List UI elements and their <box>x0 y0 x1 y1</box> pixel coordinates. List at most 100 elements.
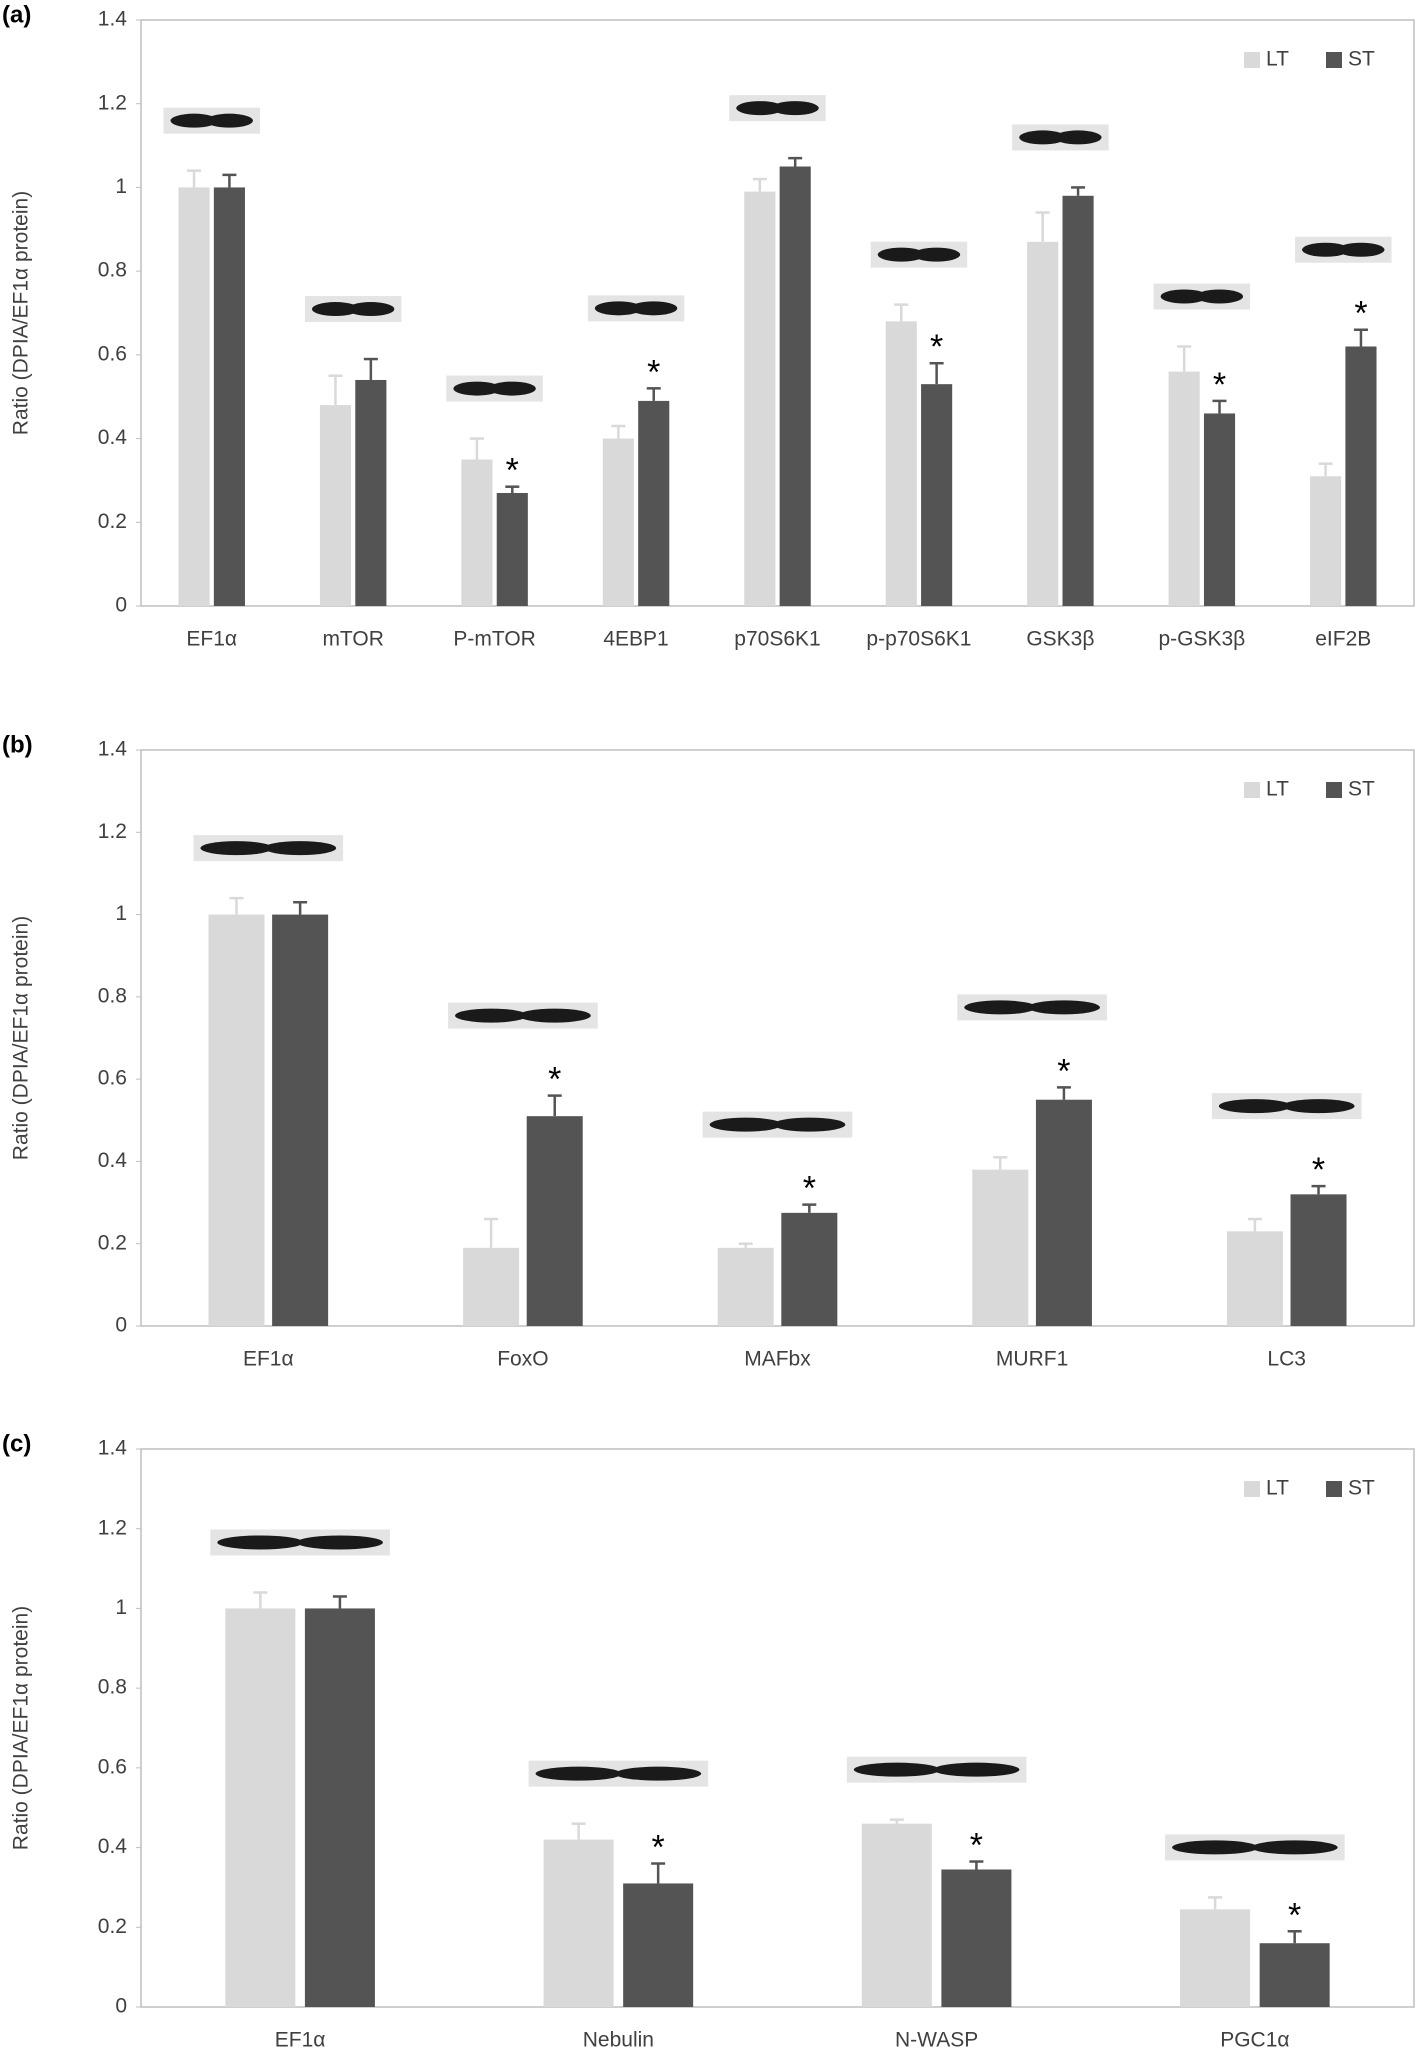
bar <box>1290 1194 1347 1326</box>
bar <box>623 1883 694 2007</box>
x-tick-label: EF1α <box>275 2029 326 2052</box>
error-bar <box>328 374 343 406</box>
blot-image <box>1153 283 1251 310</box>
bar <box>885 321 917 606</box>
bar <box>717 1247 774 1326</box>
bar <box>1345 346 1377 606</box>
bar <box>304 1608 375 2007</box>
bar <box>543 1839 614 2007</box>
blot-band <box>736 101 784 116</box>
blot-image <box>1295 236 1392 263</box>
blot-band <box>455 1008 528 1023</box>
bar <box>225 1608 296 2007</box>
x-tick-label: PGC1α <box>1220 2029 1289 2052</box>
error-bar <box>646 387 661 401</box>
bar <box>208 914 265 1326</box>
y-tick-label: 0 <box>115 1314 127 1337</box>
blot-image <box>446 375 543 402</box>
blot-image <box>1211 1093 1362 1120</box>
panel-label: (a) <box>2 1 31 28</box>
y-tick-label: 1.4 <box>98 738 128 761</box>
x-tick-label: P-mTOR <box>453 628 535 651</box>
blot-image <box>1165 1834 1345 1861</box>
blot-band <box>1195 289 1244 304</box>
blot-image <box>1012 124 1109 151</box>
significance-marker: * <box>1057 1052 1070 1090</box>
bar <box>1168 371 1200 606</box>
error-bar <box>738 1242 753 1248</box>
bar <box>779 166 811 606</box>
y-axis-label: Ratio (DPIA/EF1α protein) <box>10 916 33 1160</box>
blot-band <box>773 1117 846 1132</box>
bar <box>921 384 953 606</box>
blot-image <box>957 994 1107 1021</box>
blot-band <box>453 381 501 396</box>
bar <box>638 400 670 606</box>
bar <box>1027 241 1059 607</box>
blot-band <box>1019 130 1067 145</box>
blot-band <box>347 302 395 317</box>
legend-swatch <box>1326 1481 1342 1497</box>
bar <box>861 1823 932 2007</box>
blot-image <box>729 95 826 122</box>
legend-label: ST <box>1348 1477 1375 1500</box>
y-tick-label: 0.4 <box>98 426 128 449</box>
blot-band <box>1054 130 1102 145</box>
y-tick-label: 0.8 <box>98 259 127 282</box>
error-bar <box>1318 462 1333 477</box>
legend-swatch <box>1244 1481 1260 1497</box>
blot-band <box>264 841 337 856</box>
legend-label: LT <box>1266 1477 1289 1500</box>
blot-band <box>1282 1099 1355 1114</box>
x-tick-label: EF1α <box>243 1348 294 1371</box>
error-bar <box>187 169 202 188</box>
blot-band <box>535 1766 622 1781</box>
error-bar <box>802 1203 817 1213</box>
blot-band <box>1218 1099 1291 1114</box>
y-tick-label: 1 <box>115 1596 127 1619</box>
blot-band <box>1337 242 1385 257</box>
bar <box>272 914 329 1326</box>
blot-image <box>210 1529 390 1556</box>
error-bar <box>788 156 803 167</box>
error-bar <box>993 1156 1008 1170</box>
blot-image <box>702 1111 853 1138</box>
y-tick-label: 0 <box>115 1995 127 2018</box>
bar <box>602 438 634 606</box>
y-tick-label: 0.6 <box>98 1755 127 1778</box>
significance-marker: * <box>647 353 660 391</box>
error-bar <box>1208 1896 1223 1910</box>
blot-band <box>913 247 961 262</box>
blot-band <box>1172 1840 1259 1855</box>
blot-band <box>1251 1840 1338 1855</box>
legend-swatch <box>1244 52 1260 68</box>
error-bar <box>229 896 244 915</box>
blot-band <box>1302 242 1350 257</box>
significance-marker: * <box>803 1170 816 1208</box>
y-tick-label: 0.4 <box>98 1149 128 1172</box>
legend-swatch <box>1244 782 1260 798</box>
bar <box>213 187 245 606</box>
blot-band <box>709 1117 782 1132</box>
error-bar <box>363 357 378 380</box>
blot-band <box>1027 1000 1100 1015</box>
bar <box>1180 1909 1251 2007</box>
x-tick-label: MURF1 <box>996 1348 1068 1371</box>
x-tick-label: EF1α <box>186 628 237 651</box>
blot-band <box>630 301 678 316</box>
error-bar <box>293 900 308 915</box>
bar <box>178 187 210 606</box>
bar <box>461 459 493 606</box>
error-bar <box>929 361 944 385</box>
error-bar <box>1035 211 1050 242</box>
blot-band <box>170 113 218 128</box>
x-tick-label: N-WASP <box>895 2029 978 2052</box>
bar <box>744 191 776 606</box>
x-tick-label: p70S6K1 <box>734 628 820 651</box>
x-tick-label: p-GSK3β <box>1158 628 1245 651</box>
blot-band <box>933 1762 1020 1777</box>
legend-label: LT <box>1266 778 1289 801</box>
bar <box>1226 1231 1283 1326</box>
y-tick-label: 0.6 <box>98 342 127 365</box>
